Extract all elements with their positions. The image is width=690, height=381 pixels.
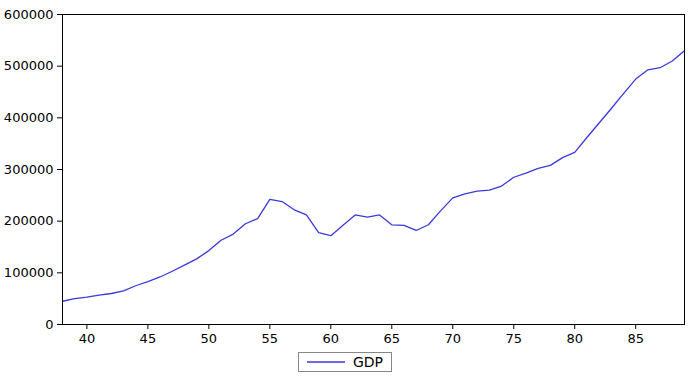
svg-text:300000: 300000 [4,162,54,177]
svg-text:200000: 200000 [4,213,54,228]
svg-text:60: 60 [323,331,340,346]
svg-text:55: 55 [262,331,279,346]
svg-text:400000: 400000 [4,110,54,125]
svg-text:75: 75 [505,331,522,346]
svg-text:600000: 600000 [4,7,54,22]
svg-text:500000: 500000 [4,58,54,73]
svg-text:0: 0 [45,317,53,332]
svg-text:45: 45 [140,331,157,346]
html-text:GDP: GDP [353,354,383,370]
svg-text:80: 80 [566,331,583,346]
svg-text:65: 65 [384,331,401,346]
svg-text:50: 50 [201,331,218,346]
svg-text:70: 70 [445,331,462,346]
svg-text:85: 85 [627,331,644,346]
svg-text:100000: 100000 [4,265,54,280]
svg-text:40: 40 [79,331,96,346]
